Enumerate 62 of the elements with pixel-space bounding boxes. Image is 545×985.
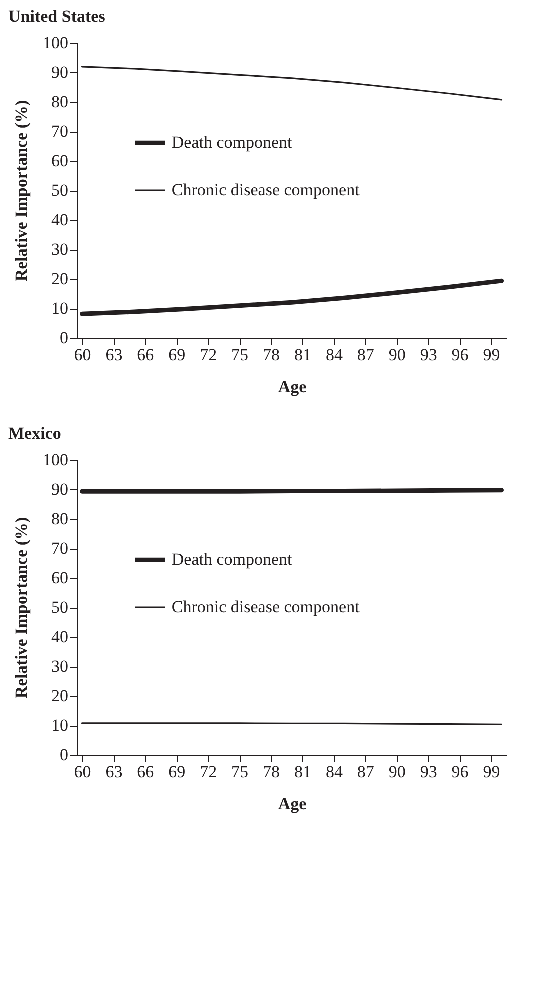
chart-title: Mexico (8, 424, 62, 443)
x-tick-label: 96 (452, 346, 469, 364)
x-tick-label: 93 (420, 762, 438, 782)
x-tick-label: 93 (420, 346, 438, 364)
x-tick-label: 60 (74, 346, 92, 364)
x-tick-label: 84 (326, 762, 344, 782)
x-tick-label: 99 (483, 762, 500, 782)
x-tick-label: 60 (74, 762, 92, 782)
x-tick-label: 63 (106, 346, 123, 364)
y-tick-label: 20 (52, 270, 68, 288)
y-tick-label: 100 (43, 450, 68, 470)
y-tick-label: 70 (52, 122, 68, 141)
x-tick-label: 66 (137, 346, 154, 364)
y-tick-label: 20 (52, 686, 68, 706)
x-tick-label: 96 (452, 762, 469, 782)
chart-title: United States (8, 7, 106, 26)
x-axis-title: Age (278, 378, 308, 396)
x-tick-label: 69 (168, 762, 186, 782)
x-tick-label: 87 (357, 762, 375, 782)
y-tick-label: 30 (52, 657, 68, 676)
x-tick-label: 78 (263, 346, 280, 364)
legend-label: Chronic disease component (172, 598, 360, 617)
x-axis-title: Age (278, 794, 308, 814)
y-tick-label: 40 (52, 628, 68, 646)
y-tick-label: 90 (52, 480, 68, 499)
x-tick-label: 90 (388, 346, 406, 364)
x-tick-label: 99 (483, 346, 500, 364)
x-tick-label: 84 (326, 346, 344, 364)
line-series (81, 66, 503, 101)
y-tick-label: 80 (52, 510, 68, 528)
x-tick-label: 75 (232, 762, 249, 782)
y-tick-label: 40 (52, 210, 68, 230)
x-tick-label: 66 (137, 762, 154, 782)
line-series (80, 278, 504, 316)
y-tick-label: 60 (52, 568, 68, 588)
y-tick-label: 60 (52, 152, 68, 170)
x-tick-label: 72 (200, 762, 218, 782)
x-tick-label: 63 (106, 762, 123, 782)
x-tick-label: 87 (357, 346, 375, 364)
y-tick-label: 10 (52, 716, 68, 735)
y-tick-label: 100 (43, 34, 68, 52)
y-tick-label: 10 (52, 299, 68, 318)
legend-label: Death component (172, 550, 293, 570)
x-tick-label: 90 (388, 762, 406, 782)
x-tick-label: 75 (232, 346, 249, 364)
y-tick-label: 70 (52, 539, 68, 558)
y-axis-title: Relative Importance (%) (12, 100, 31, 282)
y-tick-label: 90 (52, 63, 68, 82)
legend-label: Death component (172, 133, 293, 152)
y-tick-label: 0 (60, 746, 68, 764)
x-tick-label: 78 (263, 762, 280, 782)
y-axis-title: Relative Importance (%) (12, 517, 31, 699)
x-tick-label: 81 (294, 346, 312, 364)
x-tick-label: 69 (168, 346, 186, 364)
y-tick-label: 0 (60, 328, 68, 348)
x-tick-label: 81 (294, 762, 312, 782)
y-tick-label: 50 (52, 181, 68, 200)
legend-label: Chronic disease component (172, 180, 360, 200)
y-tick-label: 30 (52, 240, 68, 259)
y-tick-label: 50 (52, 598, 68, 617)
x-tick-label: 72 (200, 346, 218, 364)
y-tick-label: 80 (52, 92, 68, 112)
